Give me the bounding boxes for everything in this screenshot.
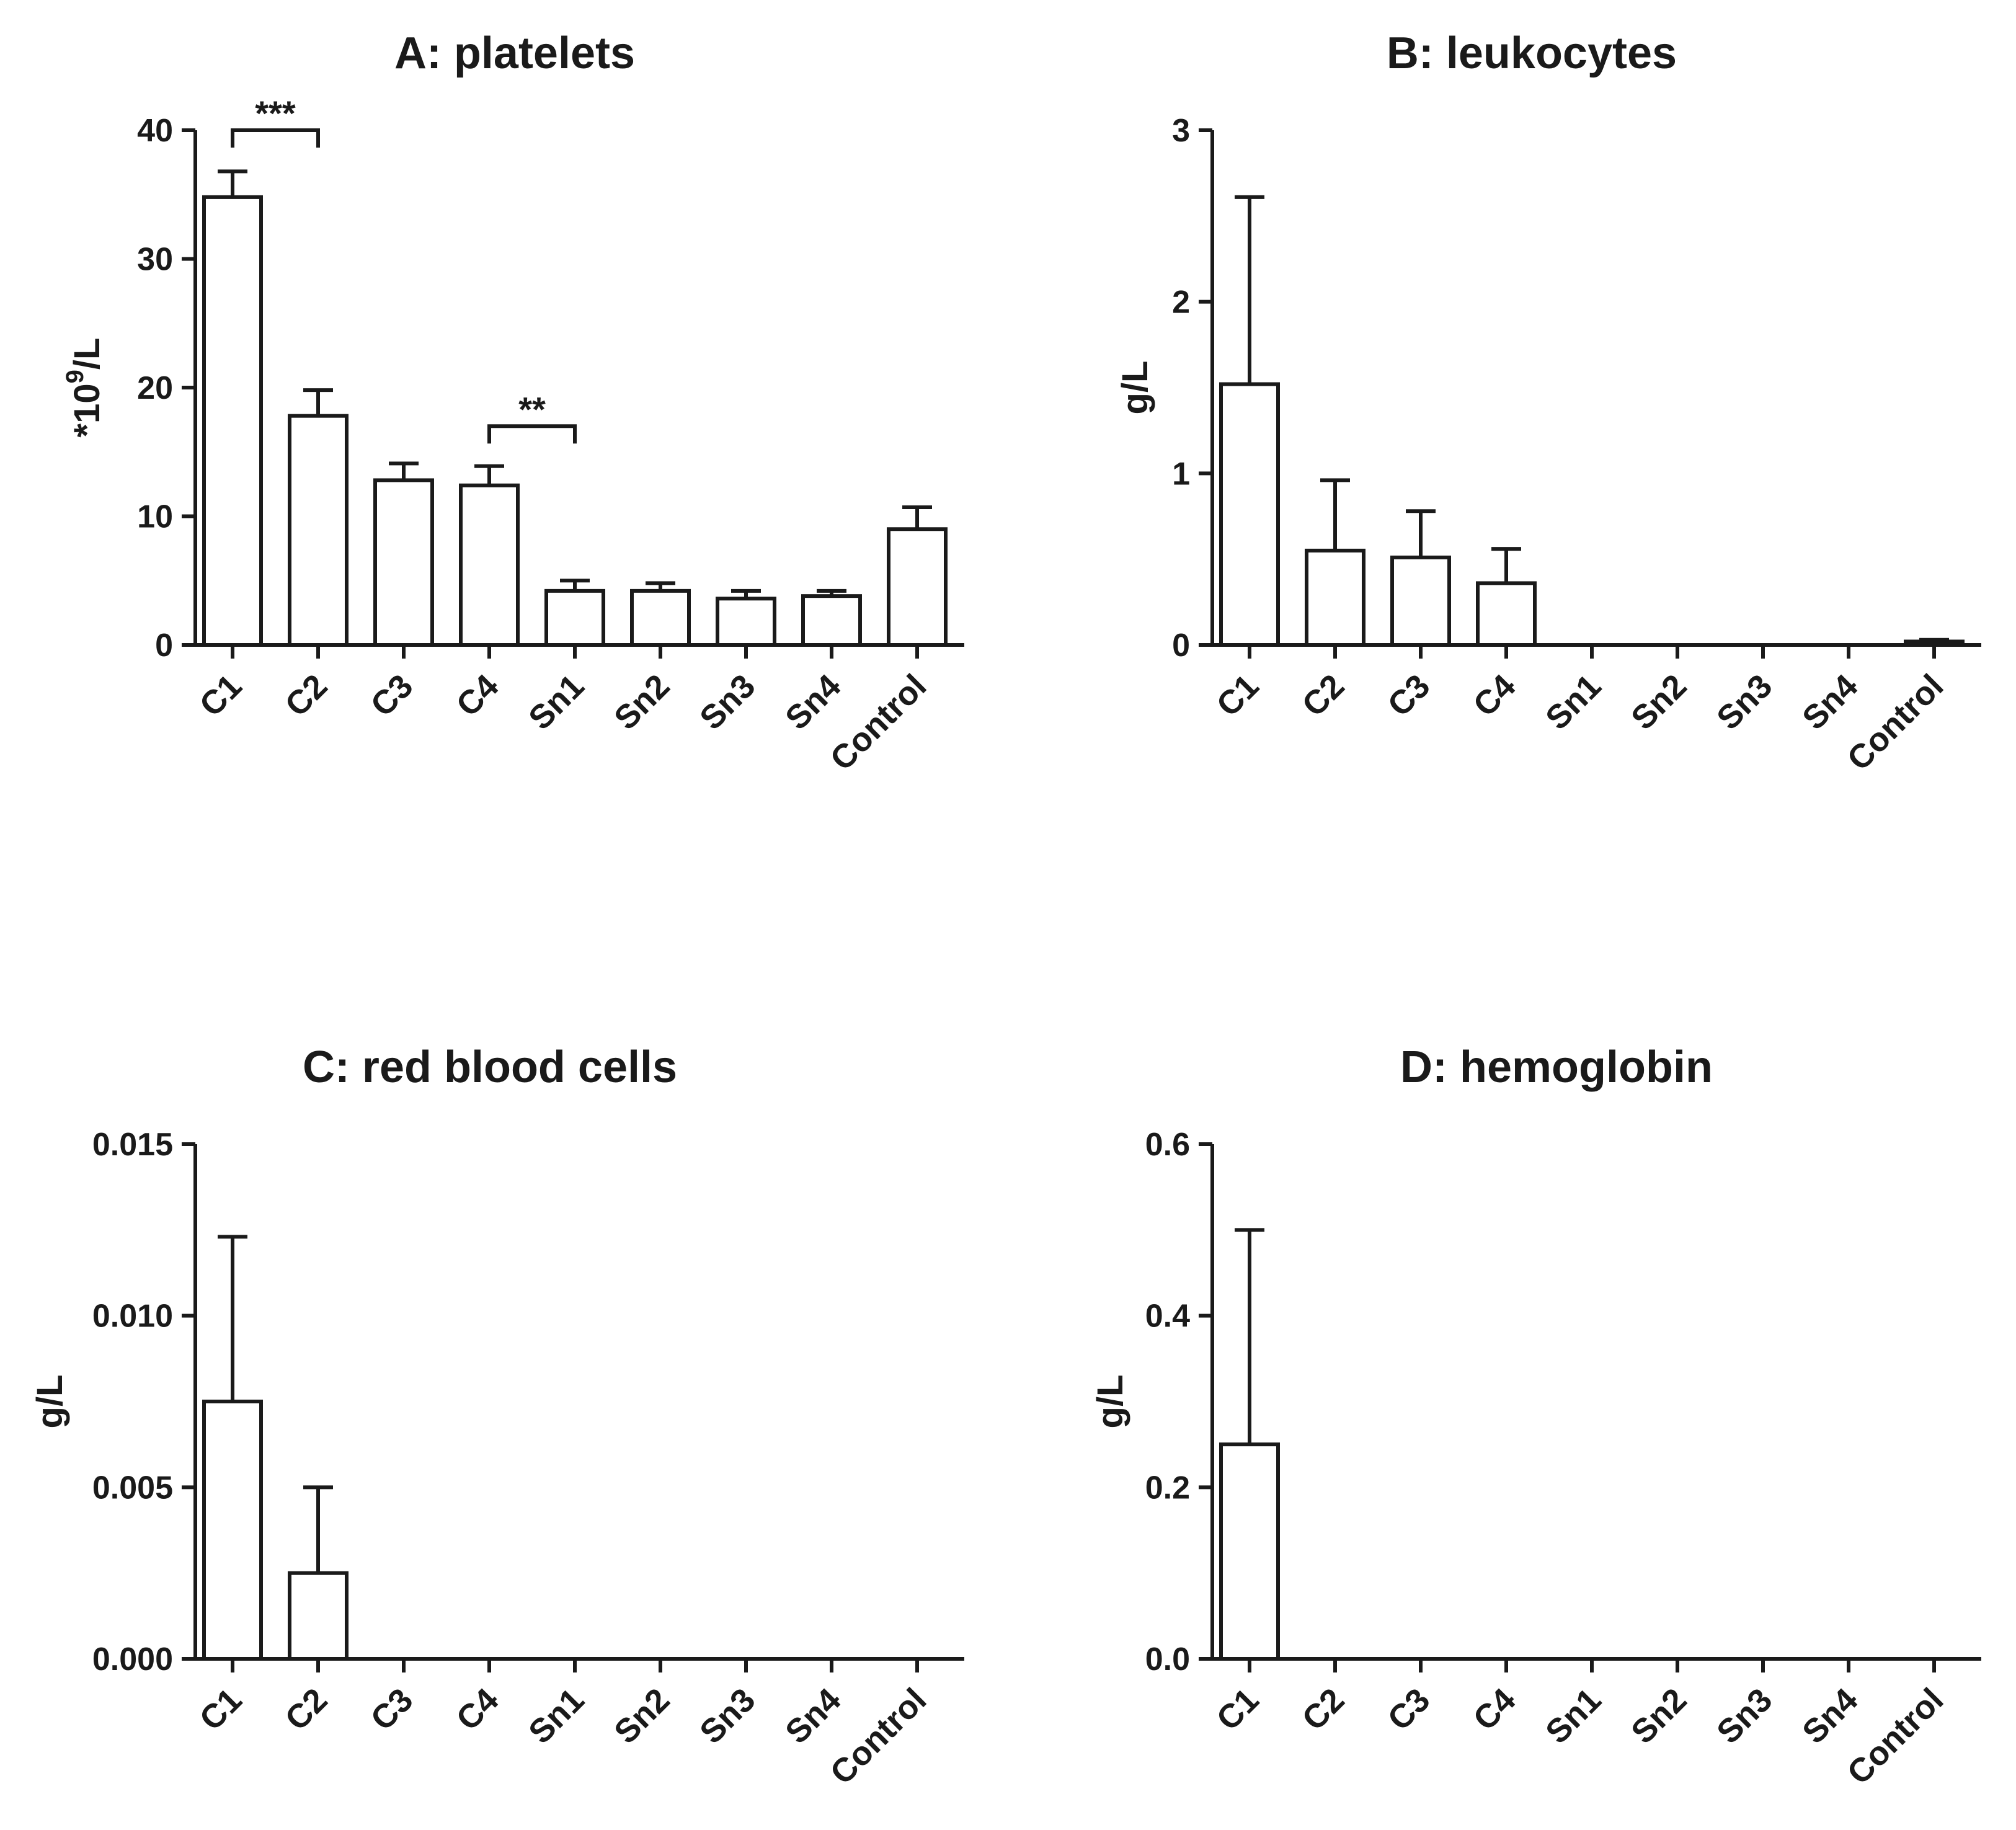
chart-panel-3: C: red blood cells g/L 0.000 0.005 0.010 0.01… <box>30 1042 964 1792</box>
x-tick-label: C2 <box>1295 1681 1351 1738</box>
y-tick-label: 0.4 <box>1145 1299 1190 1335</box>
bar-c2 <box>288 1571 349 1661</box>
bar-sn1 <box>544 589 605 647</box>
x-tick-label: Sn1 <box>522 1681 591 1751</box>
x-tick-label: C1 <box>192 1681 249 1738</box>
significance-bracket-1 <box>231 128 320 148</box>
y-axis-label: g/L <box>30 1375 70 1429</box>
x-tick-label: C3 <box>1380 1681 1437 1738</box>
x-tick-label: C2 <box>278 1681 334 1738</box>
y-tick-label: 30 <box>137 242 173 278</box>
y-axis-label-base: *10 <box>67 383 107 437</box>
x-tick-label: Control <box>1840 1681 1950 1792</box>
y-axis-label: *109/L <box>61 338 107 438</box>
y-tick-label: 2 <box>1172 285 1190 321</box>
bar-c1 <box>1219 382 1280 647</box>
y-tick-label: 1 <box>1172 456 1190 492</box>
y-axis-label: g/L <box>1115 361 1155 415</box>
x-tick-label: C2 <box>278 667 334 724</box>
bar-c2 <box>1305 548 1365 647</box>
y-axis-label-superscript: 9 <box>61 370 89 383</box>
y-tick-label: 0.010 <box>92 1299 173 1335</box>
x-tick-label: Sn2 <box>607 667 677 737</box>
x-tick-label: C4 <box>1466 667 1522 724</box>
chart-title: A: platelets <box>394 29 635 78</box>
y-tick-label: 0.015 <box>92 1127 173 1163</box>
x-tick-label: Sn4 <box>1795 1681 1865 1751</box>
bar-c1 <box>1219 1442 1280 1661</box>
x-tick-label: Control <box>823 667 933 778</box>
bar-control <box>887 527 948 647</box>
x-tick-label: C1 <box>1209 667 1266 724</box>
y-tick-label: 3 <box>1172 113 1190 149</box>
x-tick-label: Sn4 <box>778 667 848 737</box>
x-tick-label: Sn1 <box>1539 1681 1608 1751</box>
chart-title: C: red blood cells <box>303 1042 677 1092</box>
x-tick-label: C4 <box>449 667 505 724</box>
x-tick-label: Sn2 <box>1624 667 1694 737</box>
x-tick-label: Sn1 <box>1539 667 1608 737</box>
bar-c1 <box>202 195 263 647</box>
chart-title: D: hemoglobin <box>1400 1042 1713 1092</box>
significance-label-1: *** <box>255 94 296 133</box>
bar-sn2 <box>630 589 691 647</box>
bar-sn3 <box>716 597 776 647</box>
x-tick-label: C1 <box>1209 1681 1266 1738</box>
y-axis-label: g/L <box>1090 1375 1130 1429</box>
x-tick-label: C4 <box>449 1681 505 1738</box>
bar-c4 <box>1476 581 1537 647</box>
y-tick-label: 0.005 <box>92 1470 173 1506</box>
significance-bracket-2 <box>487 424 577 444</box>
bar-control <box>1904 639 1965 647</box>
x-tick-label: Sn3 <box>693 1681 762 1751</box>
bar-c3 <box>1390 555 1451 647</box>
y-tick-label: 40 <box>137 113 173 149</box>
x-tick-label: Sn1 <box>522 667 591 737</box>
x-tick-label: Sn3 <box>1710 667 1779 737</box>
bar-sn4 <box>801 594 862 647</box>
y-tick-label: 0.2 <box>1145 1470 1190 1506</box>
significance-label-2: ** <box>518 389 546 429</box>
x-tick-label: Control <box>1840 667 1950 778</box>
y-tick-label: 0 <box>1172 628 1190 664</box>
y-tick-label: 0.000 <box>92 1641 173 1677</box>
x-tick-label: Sn4 <box>778 1681 848 1751</box>
chart-panel-2: B: leukocytes g/L 0 1 2 3 C1 C2 C3 C4 Sn1 Sn2 Sn3 Sn4… <box>1115 29 1981 778</box>
bar-c1 <box>202 1400 263 1661</box>
y-tick-label: 10 <box>137 499 173 535</box>
bar-c3 <box>373 478 434 647</box>
x-tick-label: C3 <box>1380 667 1437 724</box>
y-tick-label: 0.6 <box>1145 1127 1190 1163</box>
x-tick-label: C1 <box>192 667 249 724</box>
x-tick-label: Sn4 <box>1795 667 1865 737</box>
y-tick-label: 0.0 <box>1145 1641 1190 1677</box>
x-tick-label: Sn3 <box>693 667 762 737</box>
x-tick-label: C4 <box>1466 1681 1522 1738</box>
bar-c2 <box>288 414 349 647</box>
x-tick-label: Sn3 <box>1710 1681 1779 1751</box>
y-tick-label: 0 <box>155 628 173 664</box>
y-tick-label: 20 <box>137 370 173 406</box>
y-axis-label-suffix: /L <box>67 338 107 370</box>
bar-c4 <box>459 483 520 647</box>
chart-title: B: leukocytes <box>1387 29 1677 78</box>
x-tick-label: C2 <box>1295 667 1351 724</box>
x-tick-label: Control <box>823 1681 933 1792</box>
x-tick-label: Sn2 <box>607 1681 677 1751</box>
x-tick-label: C3 <box>363 667 420 724</box>
x-tick-label: Sn2 <box>1624 1681 1694 1751</box>
x-tick-label: C3 <box>363 1681 420 1738</box>
